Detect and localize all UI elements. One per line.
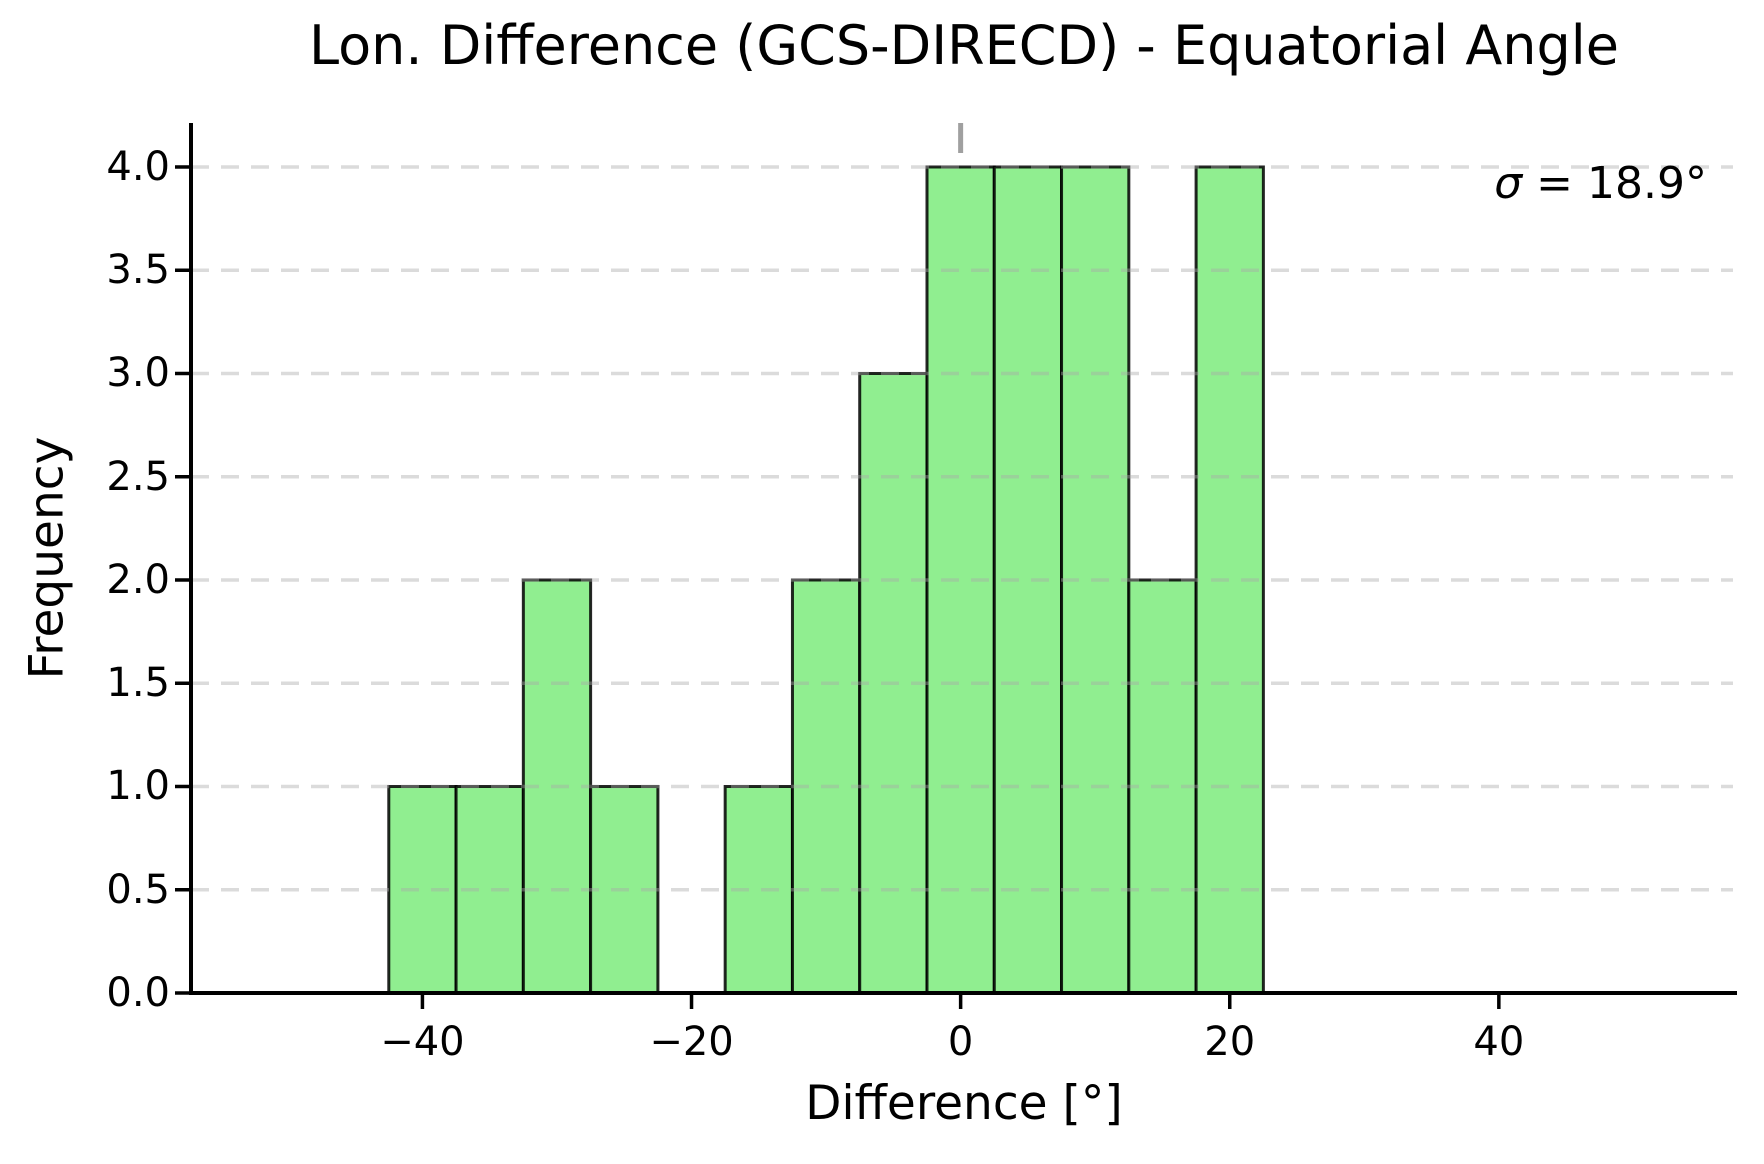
y-axis-label: Frequency bbox=[19, 436, 75, 680]
sigma-value: = 18.9° bbox=[1522, 158, 1707, 209]
x-tick-label: −20 bbox=[649, 1019, 734, 1065]
y-tick-label: 2.0 bbox=[106, 556, 170, 603]
y-tick-label: 1.5 bbox=[106, 660, 170, 707]
chart-title: Lon. Difference (GCS-DIRECD) - Equatoria… bbox=[308, 14, 1620, 77]
x-tick-label: 20 bbox=[1204, 1019, 1256, 1065]
histogram-bar bbox=[1127, 578, 1198, 995]
histogram-bar bbox=[521, 578, 593, 995]
histogram-bar bbox=[790, 578, 862, 995]
histogram-bar bbox=[387, 784, 458, 995]
y-tick-label: 0.0 bbox=[106, 970, 170, 1016]
y-tick-label: 0.5 bbox=[106, 866, 170, 913]
histogram-bar bbox=[1194, 165, 1265, 995]
x-tick-label: −40 bbox=[380, 1019, 465, 1065]
y-tick-label: 3.5 bbox=[106, 247, 170, 294]
x-tick-label: 0 bbox=[947, 1019, 974, 1065]
sigma-symbol: σ bbox=[1494, 158, 1523, 209]
y-tick-label: 4.0 bbox=[106, 143, 170, 190]
y-tick-label: 3.0 bbox=[106, 350, 170, 397]
histogram-bar bbox=[589, 784, 660, 995]
x-axis-label: Difference [°] bbox=[805, 1076, 1123, 1131]
y-tick-label: 2.5 bbox=[106, 453, 170, 500]
x-tick-label: 40 bbox=[1473, 1019, 1525, 1065]
sigma-annotation: σ = 18.9° bbox=[1494, 158, 1707, 209]
histogram-bar bbox=[992, 165, 1064, 995]
y-tick-label: 1.0 bbox=[106, 763, 170, 810]
